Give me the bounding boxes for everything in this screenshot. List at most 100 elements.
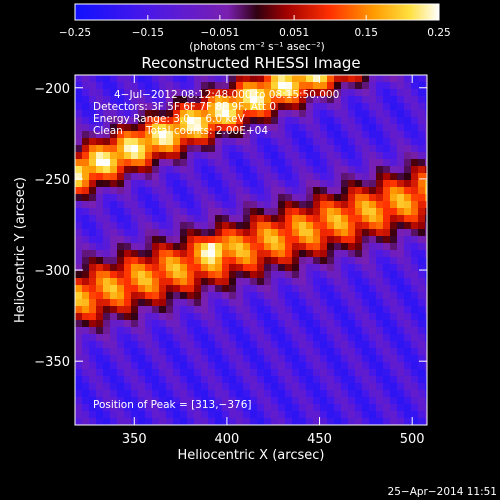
heatmap-cell [257,152,265,160]
heatmap-cell [124,75,132,83]
heatmap-cell [271,341,279,349]
heatmap-cell [418,152,426,160]
heatmap-cell [285,278,293,286]
heatmap-cell [152,89,160,97]
heatmap-cell [159,383,167,391]
heatmap-cell [229,145,237,153]
heatmap-cell [180,411,188,419]
heatmap-cell [376,215,384,223]
heatmap-cell [222,376,230,384]
heatmap-cell [404,355,412,363]
heatmap-cell [369,369,377,377]
heatmap-cell [103,397,111,405]
heatmap-cell [89,369,97,377]
heatmap-cell [376,96,384,104]
heatmap-cell [292,145,300,153]
heatmap-cell [278,89,286,97]
heatmap-cell [271,327,279,335]
heatmap-cell [187,131,195,139]
heatmap-cell [89,306,97,314]
heatmap-cell [89,89,97,97]
heatmap-cell [138,264,146,272]
heatmap-cell [411,376,419,384]
heatmap-cell [138,369,146,377]
heatmap-cell [201,96,209,104]
heatmap-cell [166,299,174,307]
heatmap-cell [103,383,111,391]
heatmap-cell [187,313,195,321]
heatmap-cell [194,418,202,425]
heatmap-cell [327,103,335,111]
heatmap-cell [306,257,314,265]
heatmap-cell [390,306,398,314]
heatmap-cell [82,166,90,174]
heatmap-cell [250,82,258,90]
heatmap-cell [243,166,251,174]
heatmap-cell [369,145,377,153]
heatmap-cell [89,411,97,419]
heatmap-cell [285,201,293,209]
heatmap-cell [236,271,244,279]
heatmap-cell [152,180,160,188]
heatmap-cell [131,194,139,202]
heatmap-cell [194,138,202,146]
heatmap-cell [159,82,167,90]
heatmap-cell [341,166,349,174]
heatmap-cell [362,418,370,425]
heatmap-cell [173,334,181,342]
heatmap-cell [411,117,419,125]
heatmap-cell [271,124,279,132]
heatmap-cell [180,383,188,391]
heatmap-cell [117,187,125,195]
heatmap-cell [264,271,272,279]
colorbar-tick-label: −0.25 [59,27,91,39]
heatmap-cell [75,285,83,293]
heatmap-cell [348,229,356,237]
heatmap-cell [96,145,104,153]
heatmap-cell [124,341,132,349]
heatmap-cell [257,257,265,265]
heatmap-cell [369,131,377,139]
heatmap-cell [145,334,153,342]
heatmap-cell [166,110,174,118]
heatmap-cell [110,75,118,83]
heatmap-cell [82,313,90,321]
heatmap-cell [131,222,139,230]
heatmap-cell [348,271,356,279]
heatmap-cell [222,229,230,237]
heatmap-cell [271,96,279,104]
heatmap-cell [236,75,244,83]
heatmap-cell [243,264,251,272]
heatmap-cell [425,250,427,258]
heatmap-cell [404,208,412,216]
heatmap-cell [369,152,377,160]
heatmap-cell [110,208,118,216]
heatmap-cell [306,306,314,314]
heatmap-cell [250,187,258,195]
heatmap-cell [383,320,391,328]
heatmap-cell [257,201,265,209]
heatmap-cell [215,166,223,174]
heatmap-cell [187,369,195,377]
heatmap-cell [208,264,216,272]
heatmap-cell [271,418,279,425]
heatmap-cell [117,299,125,307]
heatmap-cell [348,173,356,181]
heatmap-cell [271,159,279,167]
heatmap-cell [152,131,160,139]
heatmap-cell [89,271,97,279]
heatmap-cell [285,411,293,419]
heatmap-cell [278,117,286,125]
heatmap-cell [138,201,146,209]
annotation-energy: Energy Range: 3.0 − 6.0 keV [93,113,246,125]
heatmap-cell [103,313,111,321]
heatmap-cell [369,292,377,300]
heatmap-cell [383,411,391,419]
heatmap-cell [327,397,335,405]
heatmap-cell [201,320,209,328]
heatmap-cell [257,383,265,391]
heatmap-cell [194,159,202,167]
heatmap-cell [75,250,83,258]
heatmap-cell [271,271,279,279]
heatmap-cell [376,418,384,425]
